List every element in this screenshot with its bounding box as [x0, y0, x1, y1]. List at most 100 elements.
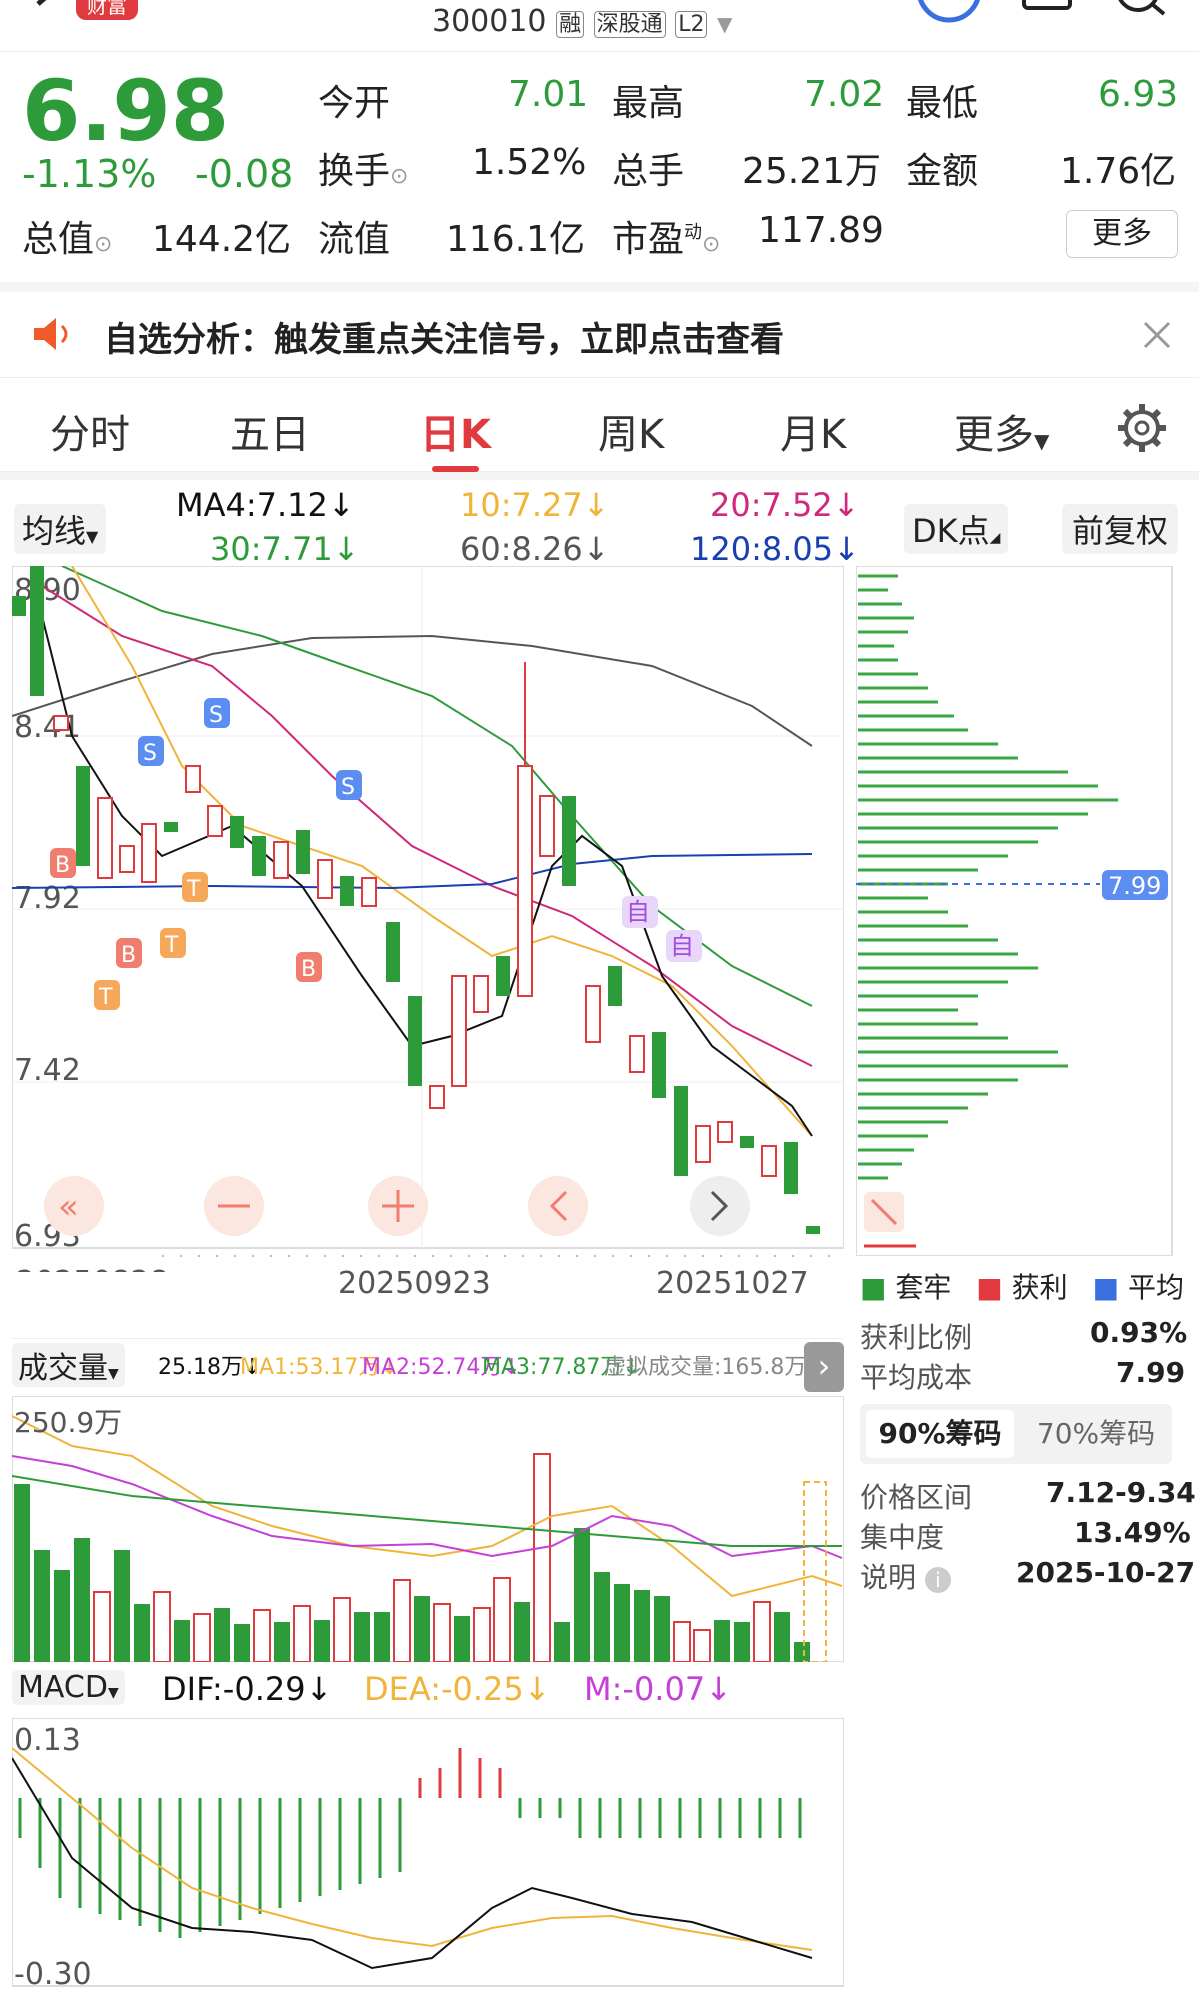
note-value: 2025-10-27	[1016, 1556, 1196, 1589]
dk-point-button[interactable]: DK点◢	[904, 504, 1009, 554]
volume-bar	[14, 1484, 30, 1662]
square-icon[interactable]	[1020, 0, 1076, 20]
volume-bar	[414, 1596, 430, 1662]
value-high: 7.02	[804, 74, 885, 115]
macd-m: M:-0.07↓	[584, 1670, 732, 1708]
speaker-icon	[34, 318, 68, 350]
volume-bar	[433, 1603, 451, 1662]
svg-text:«: «	[58, 1187, 79, 1227]
candle	[317, 859, 333, 899]
tab-daily-k[interactable]: 日K	[420, 402, 491, 472]
candle	[12, 596, 26, 616]
chip-legend: ■ 套牢 ■ 获利 ■ 平均	[860, 1271, 1184, 1304]
candle	[740, 1136, 754, 1148]
concentration-label: 集中度	[860, 1521, 945, 1554]
volume-bar	[193, 1613, 211, 1662]
chip-distribution-chart[interactable]: 7.99	[856, 566, 1174, 1256]
ma10-value: 10:7.27↓	[460, 486, 610, 524]
value-open: 7.01	[508, 74, 589, 115]
tab-weekly-k[interactable]: 周K	[598, 412, 665, 458]
chip-price-tag	[1102, 870, 1168, 900]
close-icon[interactable]	[1142, 320, 1172, 350]
candle	[806, 1226, 820, 1234]
volume-ma1: MA1:53.17万↓	[240, 1355, 399, 1380]
profit-ratio-label: 获利比例	[860, 1321, 973, 1354]
signal-t	[160, 928, 186, 958]
ma-selector[interactable]: 均线▼	[14, 504, 107, 554]
svg-text:T: T	[98, 985, 113, 1010]
candle-group	[12, 566, 820, 1234]
tab-monthly-k[interactable]: 月K	[780, 412, 847, 458]
tab-chip-90[interactable]: 90%筹码	[866, 1410, 1014, 1458]
x-label-start: 20250828	[16, 1265, 169, 1272]
candle	[717, 1121, 733, 1143]
concentration-value: 13.49%	[1074, 1516, 1191, 1549]
macd-selector[interactable]: MACD▼	[12, 1670, 125, 1705]
candle	[185, 765, 201, 793]
tab-five-day[interactable]: 五日	[230, 412, 310, 458]
volume-selector[interactable]: 成交量▼	[12, 1343, 125, 1387]
candle	[539, 795, 555, 857]
tab-more[interactable]: 更多▼	[954, 412, 1050, 458]
info-icon[interactable]: ⊙	[390, 164, 409, 189]
back-chevron-icon[interactable]	[24, 0, 64, 20]
chip-bars	[858, 574, 1118, 1180]
label-high: 最高	[612, 83, 685, 124]
value-volume: 25.21万	[742, 151, 882, 192]
svg-text:S: S	[143, 741, 157, 766]
svg-text:B: B	[301, 957, 316, 982]
info-icon[interactable]: ⊙	[94, 232, 113, 257]
avg-cost-label: 平均成本	[860, 1361, 973, 1394]
volume-bar	[594, 1572, 610, 1662]
chip-tabs: 90%筹码 70%筹码	[860, 1404, 1172, 1464]
volume-bar	[734, 1622, 750, 1662]
macd-dif-line	[12, 1757, 813, 1970]
label-pe: 市盈动⊙	[612, 219, 721, 260]
alert-text[interactable]: 自选分析：触发重点关注信号，立即点击查看	[104, 320, 784, 360]
macd-dea-line	[12, 1747, 813, 1951]
triangle-down-icon[interactable]: ▼	[717, 12, 733, 36]
label-amount: 金额	[906, 151, 979, 192]
signal-b	[116, 938, 142, 968]
volume-expand-button[interactable]: ›	[804, 1342, 844, 1392]
candle	[386, 922, 400, 982]
candle	[784, 1142, 798, 1194]
volume-bar	[473, 1607, 491, 1662]
volume-value: 25.18万↓	[158, 1355, 262, 1380]
forward-adjust-button[interactable]: 前复权	[1062, 504, 1179, 554]
volume-bar	[794, 1642, 810, 1662]
candle	[273, 841, 289, 879]
label-total-value: 总值⊙	[22, 219, 113, 260]
value-total-value: 144.2亿	[152, 219, 292, 260]
volume-bar	[374, 1612, 390, 1662]
double-left-icon	[44, 1176, 104, 1236]
y-label-792: 7.92	[14, 881, 81, 916]
volume-chart[interactable]: 250.9万	[12, 1396, 844, 1662]
candle	[695, 1125, 711, 1163]
gear-icon[interactable]	[1116, 402, 1168, 454]
legend-average: ■	[1092, 1271, 1120, 1304]
volume-bar	[114, 1550, 130, 1662]
value-pe: 117.89	[758, 210, 884, 251]
tab-chip-70[interactable]: 70%筹码	[1036, 1417, 1156, 1450]
search-icon[interactable]	[1112, 0, 1172, 20]
kline-chart[interactable]: 8.90 8.41 7.92 7.42 6.93	[12, 566, 844, 1272]
tab-intraday[interactable]: 分时	[50, 412, 130, 458]
quote-panel: 6.98 -1.13% -0.08 今开 7.01 最高 7.02 最低 6.9…	[0, 52, 1199, 282]
macd-chart[interactable]: 0.13 -0.30	[12, 1718, 844, 1988]
candle	[164, 822, 178, 832]
ma10-line	[71, 566, 813, 1137]
brand-badge: 财富	[76, 0, 138, 20]
more-button[interactable]: 更多	[1066, 210, 1178, 258]
alert-bar[interactable]: 自选分析：触发重点关注信号，立即点击查看	[0, 282, 1199, 378]
change-percent: -1.13%	[22, 152, 157, 196]
note-label[interactable]: 说明 i	[860, 1556, 951, 1596]
candle	[252, 836, 266, 876]
circle-logo-icon[interactable]	[914, 0, 984, 24]
svg-text:7.99: 7.99	[1108, 872, 1161, 900]
signal-b	[296, 952, 322, 982]
svg-text:T: T	[186, 877, 201, 902]
left-icon	[528, 1176, 588, 1236]
info-icon[interactable]: ⊙	[702, 232, 721, 257]
ma4-value: MA4:7.12↓	[176, 486, 355, 524]
